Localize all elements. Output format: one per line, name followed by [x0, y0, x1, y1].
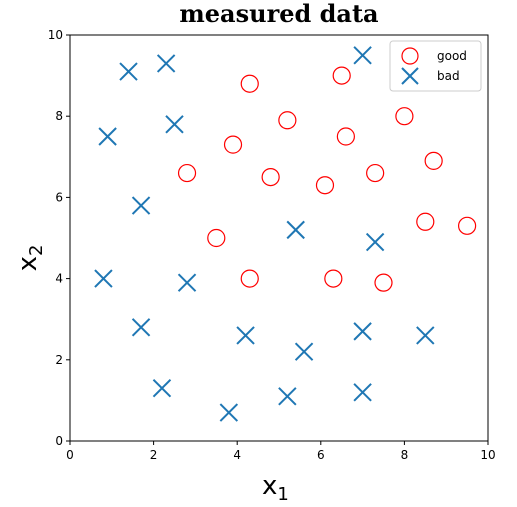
- point-bad: [152, 379, 172, 398]
- point-good: [416, 212, 435, 231]
- y-tick-label: 4: [55, 272, 63, 286]
- point-good: [278, 111, 297, 130]
- point-good: [366, 163, 385, 183]
- point-bad: [365, 232, 385, 252]
- point-bad: [219, 403, 239, 422]
- legend-label-bad: bad: [437, 69, 460, 83]
- x-axis-label-main: x: [262, 471, 277, 501]
- legend: good bad: [389, 40, 482, 92]
- point-good: [240, 74, 259, 93]
- point-good: [177, 163, 197, 183]
- plot-marks: [94, 46, 477, 422]
- point-good: [261, 168, 280, 187]
- x-tick-label: 0: [66, 448, 74, 462]
- point-bad: [353, 383, 372, 402]
- point-bad: [94, 269, 113, 288]
- y-axis-label: x2: [13, 245, 47, 272]
- y-tick-label: 8: [55, 109, 63, 123]
- point-good: [324, 269, 343, 288]
- point-bad: [236, 326, 255, 345]
- y-tick-label: 2: [55, 353, 63, 367]
- point-bad: [416, 326, 435, 345]
- y-axis-label-main: x: [13, 256, 43, 271]
- point-good: [424, 151, 443, 170]
- point-good: [395, 107, 414, 126]
- x-tick-label: 8: [401, 448, 409, 462]
- y-tick-label: 6: [55, 190, 63, 204]
- legend-marker-good: [401, 47, 419, 65]
- point-bad: [278, 387, 297, 406]
- point-bad: [286, 220, 305, 240]
- chart-title: measured data: [179, 0, 378, 28]
- point-bad: [156, 54, 176, 73]
- y-tick-label: 10: [48, 28, 63, 42]
- point-bad: [294, 342, 314, 361]
- y-axis-label-sub: 2: [26, 245, 47, 256]
- x-tick-label: 4: [233, 448, 241, 462]
- axis-ticks: 0 2 4 6 8 10 0 2 4 6 8 10: [48, 28, 496, 462]
- point-bad: [98, 127, 117, 146]
- point-good: [223, 135, 243, 154]
- point-good: [240, 269, 259, 288]
- legend-label-good: good: [437, 49, 467, 63]
- point-bad: [165, 115, 184, 134]
- point-good: [315, 176, 335, 195]
- x-tick-label: 6: [317, 448, 325, 462]
- x-axis-label: x1: [262, 471, 289, 505]
- x-tick-label: 2: [150, 448, 158, 462]
- point-bad: [353, 322, 372, 341]
- point-good: [332, 66, 351, 85]
- x-tick-label: 10: [480, 448, 495, 462]
- plot-frame: [69, 34, 489, 442]
- point-good: [458, 216, 477, 235]
- point-good: [374, 273, 393, 292]
- legend-marker-bad: [401, 67, 419, 85]
- point-bad: [131, 196, 151, 215]
- point-good: [207, 228, 226, 248]
- x-axis-label-sub: 1: [277, 484, 288, 505]
- point-bad: [177, 273, 197, 292]
- point-good: [336, 127, 355, 146]
- point-bad: [131, 318, 151, 337]
- y-tick-label: 0: [55, 434, 63, 448]
- point-bad: [353, 46, 372, 65]
- point-bad: [119, 62, 138, 81]
